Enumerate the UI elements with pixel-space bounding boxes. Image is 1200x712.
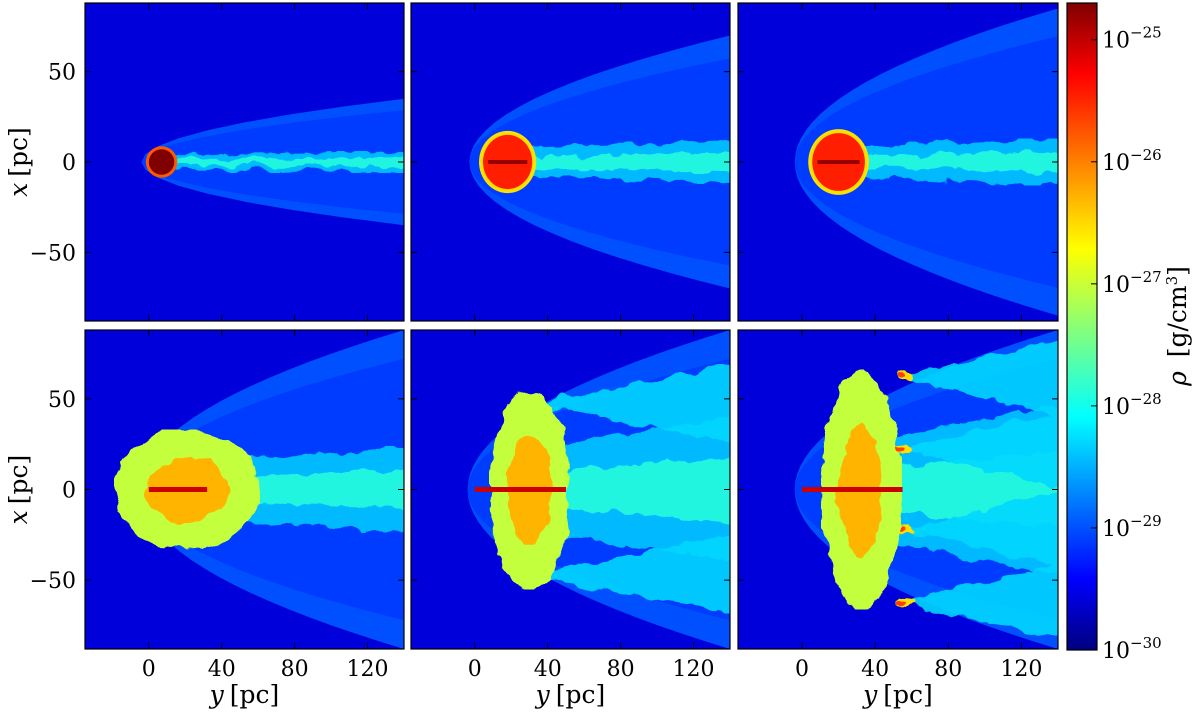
- cloud-core: [802, 369, 903, 610]
- y-tick-label: −50: [30, 569, 76, 594]
- cloud-core: [114, 429, 260, 550]
- panel-grid: [84, 2, 1059, 650]
- y-tick-label: 0: [62, 479, 76, 504]
- x-axis-label: y [pc]: [209, 680, 280, 709]
- x-tick-label: 80: [281, 657, 309, 682]
- colorbar-tick-label: 10−25: [1102, 24, 1162, 54]
- x-tick-label: 40: [534, 657, 562, 682]
- y-tick-label: 50: [48, 61, 76, 86]
- colorbar-tick-label: 10−28: [1102, 390, 1162, 420]
- turbulent-wake: [838, 139, 1058, 185]
- turbulent-wake: [161, 151, 404, 173]
- colorbar: 10−25 10−26 10−27 10−28 10−29 10−30 ρ [g/cm3]: [1066, 2, 1192, 664]
- y-tick-label: −50: [30, 241, 76, 266]
- colorbar-ticks: 10−25 10−26 10−27 10−28 10−29 10−30: [1091, 24, 1162, 664]
- cloud-lobe: [895, 339, 1058, 415]
- x-axis-label: y [pc]: [862, 680, 933, 709]
- axes-labels: 50 0 −50 x[pc] 0 40 80 120 y [pc] 50 0 −50 x[pc] 0 40 80…: [4, 61, 1042, 709]
- x-axis-label: y [pc]: [535, 680, 606, 709]
- density-panel-5: [410, 329, 731, 650]
- x-tick-label: 40: [208, 657, 236, 682]
- density-panel-3: [737, 2, 1059, 322]
- x-tick-label: 0: [142, 657, 156, 682]
- cloud-core: [479, 130, 537, 194]
- colorbar-gradient: [1066, 2, 1098, 651]
- density-panel-4: [84, 329, 405, 650]
- x-tick-label: 120: [347, 657, 389, 682]
- colorbar-tick-label: 10−27: [1102, 268, 1162, 298]
- x-tick-label: 40: [861, 657, 889, 682]
- y-axis-label: x[pc]: [4, 455, 33, 525]
- x-tick-label: 0: [795, 657, 809, 682]
- y-tick-label: 0: [62, 151, 76, 176]
- cloud-core: [808, 129, 869, 195]
- density-panel-6: [737, 329, 1059, 650]
- cloud-lobe: [895, 564, 1058, 640]
- y-axis-label: x[pc]: [4, 127, 33, 197]
- turbulent-wake: [507, 140, 730, 184]
- x-tick-label: 80: [934, 657, 962, 682]
- colorbar-tick-label: 10−29: [1102, 512, 1162, 542]
- density-panel-2: [410, 2, 731, 322]
- cloud-core: [145, 146, 178, 178]
- x-tick-label: 80: [607, 657, 635, 682]
- x-tick-label: 120: [673, 657, 715, 682]
- density-panel-1: [84, 2, 405, 322]
- x-tick-label: 0: [468, 657, 482, 682]
- colorbar-tick-label: 10−26: [1102, 146, 1162, 176]
- y-tick-label: 50: [48, 388, 76, 413]
- turbulent-wake: [547, 418, 730, 561]
- cloud-core: [474, 389, 570, 590]
- colorbar-tick-label: 10−30: [1102, 634, 1162, 664]
- colorbar-label: ρ [g/cm3]: [1163, 266, 1192, 387]
- cloud-lobe: [895, 491, 1058, 568]
- x-tick-label: 120: [1000, 657, 1042, 682]
